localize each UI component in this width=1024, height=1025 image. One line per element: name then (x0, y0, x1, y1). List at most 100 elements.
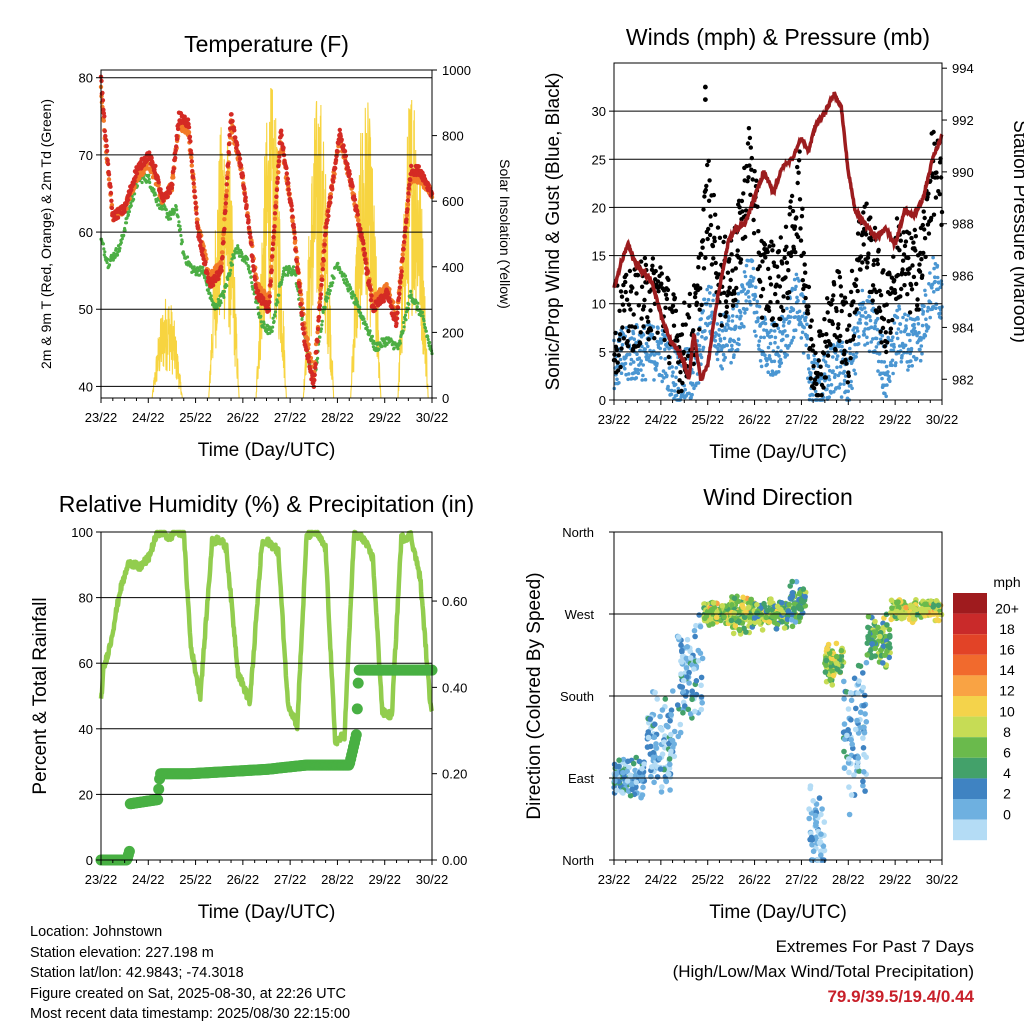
wind-point (885, 365, 889, 369)
gust-outlier-point (703, 97, 708, 102)
gust-point (718, 313, 722, 317)
wind-point (721, 329, 725, 333)
wind-point (807, 356, 811, 360)
wind-point (670, 393, 674, 397)
direction-point (742, 615, 748, 621)
temp-point (350, 184, 354, 188)
wind-point (744, 299, 748, 303)
direction-point (659, 727, 665, 733)
wind-point (885, 383, 889, 387)
humidity-xtick-label: 30/22 (416, 872, 449, 887)
temp-point (226, 171, 230, 175)
direction-point (699, 700, 705, 706)
gust-point (839, 284, 843, 288)
wind-point (863, 306, 867, 310)
temp-point (271, 330, 274, 333)
wind-point (848, 347, 852, 351)
direction-point (667, 787, 673, 793)
temp-point (175, 205, 178, 208)
temperature-ylabel: 2m & 9m T (Red, Orange) & 2m Td (Green) (38, 99, 54, 369)
direction-point (670, 688, 676, 694)
temp-point (404, 314, 407, 317)
gust-point (777, 249, 781, 253)
temp-point (369, 298, 373, 302)
direction-point (628, 772, 634, 778)
wind-point (690, 393, 694, 397)
gust-point (912, 275, 916, 279)
gust-point (698, 308, 702, 312)
gust-point (814, 382, 818, 386)
gust-point (831, 293, 835, 297)
gust-point (711, 244, 715, 248)
winds-ytick-label: 30 (592, 104, 606, 119)
temp-point (317, 315, 321, 319)
temp-point (277, 294, 280, 297)
temp-point (363, 251, 367, 255)
direction-point (740, 595, 746, 601)
temp-point (407, 183, 411, 187)
direction-point (694, 692, 700, 698)
gust-point (646, 320, 650, 324)
wind-point (716, 358, 720, 362)
wind-point (924, 334, 928, 338)
gust-point (650, 264, 654, 268)
temp-point (222, 227, 226, 231)
temp-point (330, 187, 334, 191)
gust-point (865, 260, 869, 264)
gust-point (791, 209, 795, 213)
temp-point (402, 321, 405, 324)
wind-point (865, 322, 869, 326)
temp-point (290, 208, 294, 212)
temp-point (118, 249, 121, 252)
temp-point (294, 248, 298, 252)
winds-ytick-label: 25 (592, 152, 606, 167)
temperature-xtick-label: 28/22 (321, 410, 354, 425)
wind-point (745, 307, 749, 311)
direction-point (613, 772, 619, 778)
temp-point (219, 265, 223, 269)
winds-ytick-label: 20 (592, 200, 606, 215)
gust-point (726, 271, 730, 275)
wind-point (770, 335, 774, 339)
temp-point (333, 277, 336, 280)
humidity-ylabel: Percent & Total Rainfall (30, 597, 51, 794)
wind-point (788, 320, 792, 324)
wind-point (835, 366, 839, 370)
temp-point (268, 294, 272, 298)
winds-title: Winds (mph) & Pressure (mb) (626, 24, 930, 50)
gust-point (899, 239, 903, 243)
wind-point (917, 322, 921, 326)
wind-point (745, 264, 749, 268)
wind-point (884, 395, 888, 399)
gust-point (672, 324, 676, 328)
gust-point (811, 364, 815, 368)
gust-point (704, 188, 708, 192)
gust-point (662, 338, 666, 342)
wind-point (805, 323, 809, 327)
temp-point (300, 313, 304, 317)
temp-point (158, 187, 162, 191)
temp-point (281, 146, 285, 150)
wind-point (656, 326, 660, 330)
temp-point (115, 247, 118, 250)
wind-point (830, 383, 834, 387)
temp-point (238, 157, 242, 161)
wind-point (868, 350, 872, 354)
temp-point (241, 173, 245, 177)
wind-point (858, 311, 862, 315)
temp-point (239, 163, 243, 167)
temp-point (361, 241, 365, 245)
wind-point (707, 298, 711, 302)
gust-point (746, 141, 750, 145)
gust-point (821, 385, 825, 389)
wind-point (760, 365, 764, 369)
gust-point (665, 297, 669, 301)
temp-point (267, 300, 271, 304)
temp-point (300, 318, 303, 321)
wind-point (839, 365, 843, 369)
gust-point (919, 257, 923, 261)
temp-point (222, 296, 225, 299)
wind-point (727, 319, 731, 323)
temp-point (251, 259, 255, 263)
temp-point (404, 217, 408, 221)
